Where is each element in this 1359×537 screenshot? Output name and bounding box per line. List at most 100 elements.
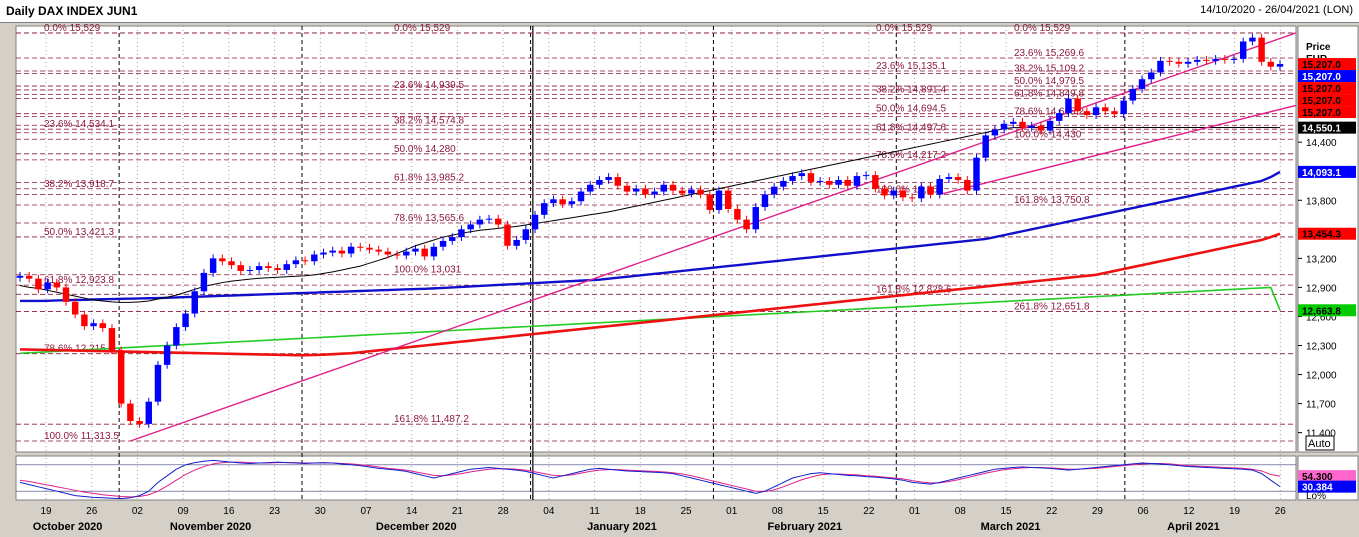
candle-body — [329, 250, 336, 253]
price-badge-label: 15,207.0 — [1302, 84, 1341, 95]
candle-body — [513, 239, 520, 246]
candle-body — [991, 129, 999, 136]
day-tick-label: 22 — [863, 506, 875, 517]
fib-level-label: 23.6% 15,269.6 — [1014, 48, 1084, 59]
candle-body — [1212, 58, 1219, 61]
candle-body — [1194, 59, 1201, 62]
date-axis-panel — [0, 502, 1359, 537]
candle-body — [596, 179, 603, 185]
candle-body — [835, 179, 842, 185]
fib-level-label: 23.6% 14,534.1 — [44, 119, 114, 130]
fib-level-label: 100.0% 13,031 — [394, 265, 462, 276]
candle-body — [761, 194, 769, 208]
candle-body — [780, 180, 787, 187]
price-badge — [1298, 58, 1356, 71]
day-tick-label: 09 — [178, 506, 190, 517]
trendline[interactable] — [130, 32, 1297, 442]
day-tick-label: 25 — [680, 506, 692, 517]
day-tick-label: 26 — [1275, 506, 1287, 517]
candle-body — [964, 179, 971, 191]
candle-body — [550, 199, 557, 204]
auto-button-label: Auto — [1308, 438, 1331, 450]
candle-body — [173, 327, 180, 346]
day-tick-label: 14 — [406, 506, 418, 517]
day-tick-label: 18 — [635, 506, 647, 517]
candle-body — [467, 224, 474, 230]
day-tick-label: 12 — [1183, 506, 1195, 517]
candle-body — [44, 282, 51, 290]
fib-level-label: 38.2% 14,574.8 — [394, 115, 464, 126]
candle-body — [145, 401, 152, 424]
price-tick-label: 13,800 — [1306, 196, 1337, 207]
auto-button[interactable] — [1305, 435, 1335, 451]
candle-body — [982, 135, 989, 158]
candle-body — [393, 254, 401, 256]
price-badge — [1298, 121, 1356, 134]
price-badge-label: 14,550.1 — [1302, 124, 1341, 135]
price-badge — [1298, 94, 1356, 107]
candle-body — [669, 184, 677, 191]
fib-level-label: 0.0% 15,529 — [394, 23, 451, 34]
candle-body — [430, 246, 438, 257]
price-tick-label: 11,700 — [1306, 400, 1336, 411]
chart-area[interactable]: 19 26 02 09 16 23 30 07 14 21 28 04 11 18 25 01 08 15 22 01… — [0, 22, 1359, 537]
fib-level-label: 23.6% 14,939.5 — [394, 80, 464, 91]
oscillator-badge-label: 54.300 — [1302, 472, 1333, 483]
candle-body — [715, 190, 723, 210]
candle-body — [301, 260, 309, 262]
candle-body — [752, 207, 759, 230]
fib-level-label: 0.0% 15,529 — [876, 23, 933, 34]
price-tick-label: 13,200 — [1306, 254, 1337, 265]
fib-level-label: 78.6% 12,215.6 — [44, 344, 114, 355]
candle-body — [826, 180, 833, 185]
trendline[interactable] — [939, 104, 1297, 196]
fib-level-label: 100.0% 11,313.5 — [44, 431, 119, 442]
candle-body — [734, 208, 741, 220]
price-badge — [1298, 165, 1356, 178]
candle-body — [403, 251, 410, 256]
fib-level-label: 23.6% 15,135.1 — [876, 61, 946, 72]
candle-body — [292, 260, 300, 265]
day-tick-label: 02 — [132, 506, 144, 517]
price-badge-label: 13,454.3 — [1302, 230, 1341, 241]
month-label: December 2020 — [376, 521, 457, 533]
candle-body — [495, 218, 502, 225]
candle-body — [163, 345, 171, 365]
day-tick-label: 26 — [86, 506, 98, 517]
price-badge-label: 15,207.0 — [1302, 96, 1341, 107]
price-tick-label: 11,400 — [1306, 429, 1336, 440]
price-badge — [1298, 70, 1356, 83]
candle-body — [587, 184, 594, 192]
fib-level-label: 38.2% 13,918.7 — [44, 179, 114, 190]
price-badge — [1298, 227, 1356, 240]
candle-body — [1000, 123, 1008, 130]
day-tick-label: 15 — [1000, 506, 1012, 517]
candle-body — [375, 249, 382, 252]
day-tick-label: 23 — [269, 506, 281, 517]
day-tick-label: 19 — [40, 506, 52, 517]
candle-body — [945, 177, 953, 179]
moving-average-green — [19, 286, 1281, 355]
fib-level-label: 161.8% 13,750.8 — [1014, 195, 1090, 206]
candle-body — [1203, 59, 1210, 61]
candle-body — [1230, 58, 1238, 60]
candle-body — [770, 186, 778, 195]
fib-level-label: 261.8% 12,651.8 — [1014, 301, 1090, 312]
fib-level-label: 38.2% 15,109.2 — [1014, 64, 1084, 75]
candle-body — [623, 185, 631, 192]
candle-body — [1046, 120, 1054, 131]
candle-body — [338, 250, 346, 254]
month-label: February 2021 — [768, 521, 843, 533]
price-tick-label: 12,600 — [1306, 312, 1337, 323]
candle-body — [1092, 107, 1100, 116]
price-tick-label: 12,900 — [1306, 283, 1337, 294]
candle-body — [789, 176, 796, 181]
moving-average-red — [19, 232, 1281, 357]
candle-body — [191, 291, 198, 314]
candle-body — [1249, 37, 1256, 42]
day-tick-label: 01 — [726, 506, 738, 517]
candle-body — [927, 186, 934, 195]
candle-body — [1239, 41, 1247, 59]
candle-body — [62, 287, 70, 302]
candle-body — [35, 278, 42, 290]
